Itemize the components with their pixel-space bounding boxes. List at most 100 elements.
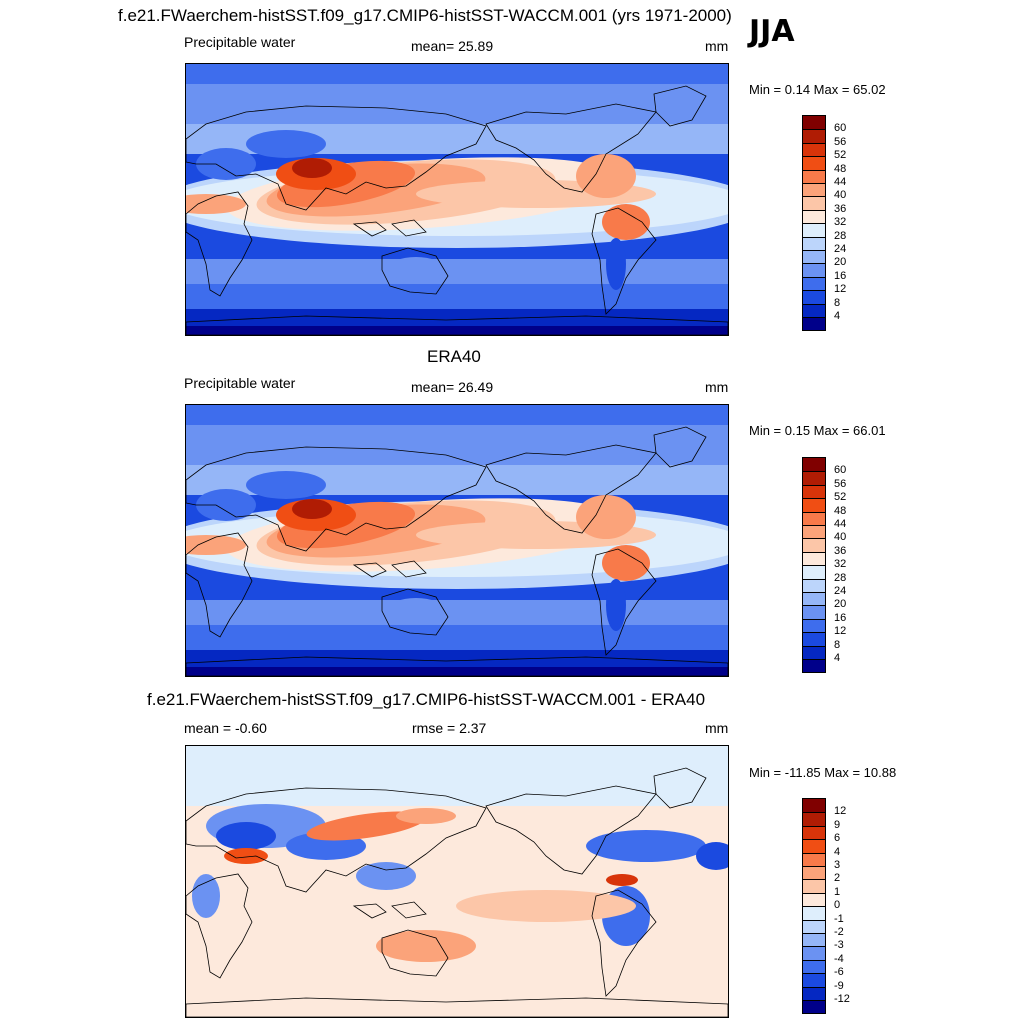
panel-2-units: mm <box>705 379 729 395</box>
panel-1-units: mm <box>705 38 729 54</box>
panel-1-colorbar: 60 56 52 48 44 40 36 32 28 24 20 16 12 8 4 <box>802 115 872 332</box>
coastline <box>186 656 728 676</box>
colorbar-swatch <box>803 263 825 277</box>
colorbar-swatch <box>803 892 825 907</box>
coastline <box>186 532 253 638</box>
colorbar-swatch <box>803 919 825 933</box>
colorbar-tick-label: 4 <box>834 845 841 858</box>
colorbar-tick-label: 44 <box>834 518 847 530</box>
colorbar-swatch <box>803 484 825 499</box>
coastline <box>186 446 487 552</box>
colorbar-tick-label: -1 <box>834 912 844 925</box>
coastline <box>381 929 449 977</box>
field-australia-dry <box>388 598 444 622</box>
field-diff-nw-pacific-pos <box>306 811 426 841</box>
field-amazon <box>602 204 650 240</box>
colorbar-tick-label: 3 <box>834 859 841 871</box>
coastline <box>591 889 657 997</box>
colorbar-boxes <box>802 457 826 674</box>
colorbar-tick-label: 40 <box>834 189 847 202</box>
coastline <box>186 997 728 1017</box>
colorbar-swatch <box>803 498 825 512</box>
season-label: JJA <box>749 14 795 49</box>
colorbar-tick-label: 6 <box>834 832 841 845</box>
colorbar-tick-label: 20 <box>834 256 847 269</box>
colorbar-tick-label: 56 <box>834 135 847 148</box>
panel-3-title: f.e21.FWaerchem-histSST.f09_g17.CMIP6-hi… <box>147 690 706 709</box>
panel-2-minmax: Min = 0.15 Max = 66.01 <box>749 423 886 438</box>
colorbar-swatch <box>803 618 825 633</box>
colorbar-swatch <box>803 290 825 304</box>
colorbar-swatch <box>803 879 825 893</box>
panel-2-mean-label: mean= 26.49 <box>411 379 494 395</box>
coastline <box>352 903 387 919</box>
colorbar-swatch <box>803 1000 825 1014</box>
panel-1-mean-label: mean= 25.89 <box>411 38 494 54</box>
field-monsoon-peak <box>292 499 332 519</box>
coastline <box>485 785 657 875</box>
field-band-nh-mid <box>186 84 728 124</box>
colorbar-boxes <box>802 115 826 332</box>
colorbar-swatch <box>803 116 825 130</box>
field-andes-dry <box>606 579 626 631</box>
field-band-sh-sub <box>186 259 728 284</box>
colorbar-swatch <box>803 866 825 880</box>
coastline <box>653 85 707 127</box>
field-sahara-dry <box>196 489 256 521</box>
colorbar-tick-label: 12 <box>834 283 847 296</box>
field-atlantic-itcz <box>186 194 246 214</box>
page-title: f.e21.FWaerchem-histSST.f09_g17.CMIP6-hi… <box>118 6 732 25</box>
colorbar-tick-label: 0 <box>834 899 841 912</box>
colorbar-tick-label: 40 <box>834 531 847 544</box>
colorbar-swatch <box>803 959 825 974</box>
colorbar-swatch <box>803 276 825 291</box>
colorbar-tick-label: 12 <box>834 805 847 818</box>
map-field-svg <box>186 64 728 335</box>
colorbar-tick-label: 16 <box>834 269 847 282</box>
field-amazon <box>602 545 650 581</box>
field-caribbean <box>576 154 636 198</box>
colorbar-tick-label: 32 <box>834 216 847 229</box>
colorbar-tick-label: 56 <box>834 477 847 490</box>
coastline <box>186 315 728 335</box>
colorbar-swatch <box>803 839 825 853</box>
field-diff-s-pacific-pos <box>456 890 636 922</box>
colorbar-swatch <box>803 946 825 960</box>
field-band-antarctic <box>186 326 728 335</box>
field-band-arctic <box>186 64 728 84</box>
colorbar-tick-label: 24 <box>834 243 847 255</box>
colorbar-swatch <box>803 578 825 592</box>
colorbar-tick-label: 1 <box>834 885 841 898</box>
colorbar-swatch <box>803 645 825 659</box>
colorbar-tick-label: 52 <box>834 149 847 162</box>
field-diff-nh <box>186 746 728 806</box>
colorbar-swatch <box>803 458 825 472</box>
colorbar-tick-label: 60 <box>834 464 847 477</box>
colorbar-tick-label: 48 <box>834 504 847 517</box>
colorbar-tick-label: 32 <box>834 558 847 571</box>
field-caribbean <box>576 495 636 539</box>
colorbar-tick-label: 2 <box>834 872 841 885</box>
colorbar-swatch <box>803 799 825 813</box>
colorbar-swatch <box>803 632 825 646</box>
colorbar-tick-label: 36 <box>834 202 847 215</box>
field-band-sh-mid <box>186 284 728 309</box>
field-monsoon-peak <box>292 158 332 178</box>
field-australia-dry <box>388 257 444 281</box>
colorbar-tick-label: 60 <box>834 122 847 135</box>
coastline <box>485 103 657 193</box>
colorbar-swatch <box>803 933 825 947</box>
field-band-nh-mid <box>186 425 728 465</box>
coastline <box>391 901 427 919</box>
panel-1-minmax: Min = 0.14 Max = 65.02 <box>749 82 886 97</box>
field-tibet-dry <box>246 130 326 158</box>
coastline <box>391 219 427 237</box>
colorbar-swatch <box>803 592 825 606</box>
colorbar-swatch <box>803 565 825 579</box>
coastline <box>653 767 707 809</box>
panel-3-rmse-label: rmse = 2.37 <box>412 720 487 736</box>
coastline <box>352 221 387 237</box>
panel-3-colorbar: 12 9 6 4 3 2 1 0 -1 -2 -3 -4 -6 -9 -12 <box>802 798 872 1015</box>
colorbar-tick-label: 28 <box>834 229 847 242</box>
colorbar-swatch <box>803 538 825 552</box>
